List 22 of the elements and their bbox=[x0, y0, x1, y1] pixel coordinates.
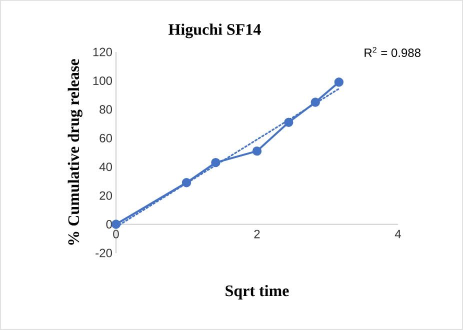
x-axis-title: Sqrt time bbox=[226, 284, 289, 300]
y-tick-label: 0 bbox=[106, 220, 112, 229]
y-tick-label: 80 bbox=[100, 105, 112, 114]
point bbox=[211, 158, 220, 168]
point bbox=[182, 178, 192, 188]
y-tick-label: -20 bbox=[96, 248, 112, 258]
annotation: R$^{2}$ = 0.988 bbox=[364, 46, 420, 58]
point bbox=[334, 78, 344, 87]
y-tick-label: 100 bbox=[93, 76, 112, 85]
chart-title: Higuchi SF14 bbox=[168, 24, 261, 38]
x-tick-label: 2 bbox=[254, 230, 260, 238]
point bbox=[111, 220, 121, 229]
y-tick-label: 120 bbox=[93, 48, 112, 56]
point bbox=[284, 118, 294, 127]
y-axis-title: % Cumulative drug release bbox=[68, 59, 82, 245]
x-tick-label: 0 bbox=[113, 230, 119, 238]
y-tick-label: 20 bbox=[100, 191, 112, 200]
point bbox=[252, 146, 262, 156]
y-tick-label: 60 bbox=[100, 134, 112, 142]
x-tick-label: 4 bbox=[394, 230, 401, 238]
y-tick-label: 40 bbox=[99, 162, 112, 172]
point bbox=[310, 98, 320, 107]
